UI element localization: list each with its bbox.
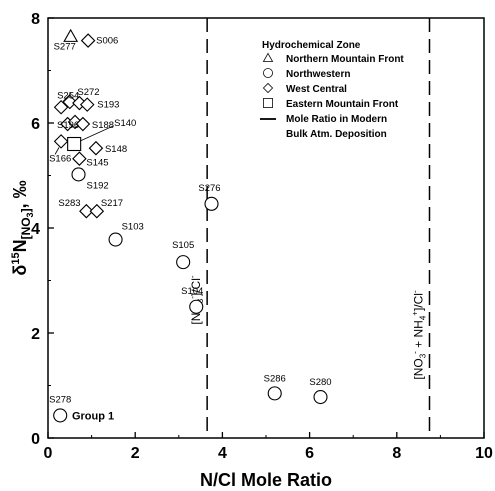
diamond-point [79, 97, 95, 112]
x-tick-label: 10 [475, 445, 493, 462]
point-label: S145 [86, 158, 108, 169]
y-tick-label: 2 [31, 326, 40, 343]
group-annotation: Group 1 [72, 410, 114, 422]
circle-point [189, 299, 204, 314]
point-label: S286 [264, 373, 286, 384]
legend-label: Mole Ratio in Modern [286, 114, 387, 125]
x-axis-title: N/Cl Mole Ratio [200, 470, 332, 490]
point-label: S283 [58, 198, 80, 209]
circle-point [176, 255, 191, 270]
point-label: S192 [87, 180, 109, 191]
diamond-point [72, 151, 87, 166]
triangle-point [63, 28, 79, 42]
diamond-point [79, 203, 94, 219]
legend-title: Hydrochemical Zone [262, 40, 361, 51]
diamond-point [53, 134, 69, 149]
point-label: S006 [96, 36, 118, 47]
point-label: S276 [198, 183, 220, 194]
axis-ticks: 0 2 4 6 8 10 0 2 4 6 8 [31, 11, 493, 462]
point-labels: S277 S192 S103 S276 S105 S104 S286 S280 S278 S006… [49, 36, 332, 423]
point-label: S278 [49, 394, 71, 405]
legend-circle-swatch [263, 68, 273, 78]
legend-diamond-swatch [262, 82, 274, 94]
x-tick-label: 6 [305, 445, 314, 462]
circle-point [313, 389, 328, 405]
circle-point [267, 386, 282, 401]
y-tick-label: 8 [31, 11, 40, 28]
y-tick-label: 4 [31, 221, 40, 238]
point-label: S277 [54, 41, 76, 52]
point-label: S105 [172, 240, 194, 251]
x-tick-label: 0 [44, 445, 53, 462]
data-points [53, 28, 328, 423]
diamond-point [89, 203, 105, 219]
leader-line [62, 92, 72, 102]
legend-label: Northwestern [286, 69, 350, 80]
leader-line [79, 125, 114, 142]
x-tick-label: 2 [131, 445, 140, 462]
legend-square-swatch [263, 98, 273, 108]
point-label: S272 [77, 87, 99, 98]
legend-triangle-swatch [262, 52, 274, 62]
x-tick-label: 4 [218, 445, 227, 462]
point-label: S196 [57, 120, 79, 131]
point-label: S148 [105, 144, 127, 155]
circle-point [53, 408, 68, 423]
x-tick-label: 8 [392, 445, 401, 462]
diamond-point [53, 99, 69, 115]
y-tick-label: 0 [31, 431, 40, 448]
diamond-point [80, 33, 96, 48]
point-label: S103 [122, 222, 144, 233]
point-label: S140 [114, 118, 136, 129]
circle-point [108, 232, 123, 247]
circle-point [204, 196, 219, 211]
y-tick-label: 6 [31, 116, 40, 133]
point-label: S166 [49, 153, 71, 164]
diamond-point [88, 140, 104, 156]
diamond-point [62, 94, 78, 110]
point-label: S104 [181, 286, 203, 297]
circle-point [71, 167, 86, 182]
legend-label: Bulk Atm. Deposition [286, 129, 387, 140]
y-axis-title: δ15N[NO3], ‰ [10, 180, 35, 275]
legend: Hydrochemical Zone Northern Mountain Fro… [260, 40, 404, 140]
point-label: S217 [101, 198, 123, 209]
point-label: S193 [97, 100, 119, 111]
leader-line [54, 147, 60, 155]
legend-label: Northern Mountain Front [286, 54, 404, 65]
legend-label: West Central [286, 84, 347, 95]
reference-lines: [NO3-]/Cl-[NO3- + NH4+]/Cl- [188, 18, 431, 438]
diamond-point [75, 116, 91, 132]
point-label: S280 [309, 377, 331, 388]
square-point [67, 136, 82, 152]
legend-label: Eastern Mountain Front [286, 99, 399, 110]
reference-line-label: [NO3- + NH4+]/Cl- [411, 290, 428, 380]
point-label: S188 [92, 120, 114, 131]
